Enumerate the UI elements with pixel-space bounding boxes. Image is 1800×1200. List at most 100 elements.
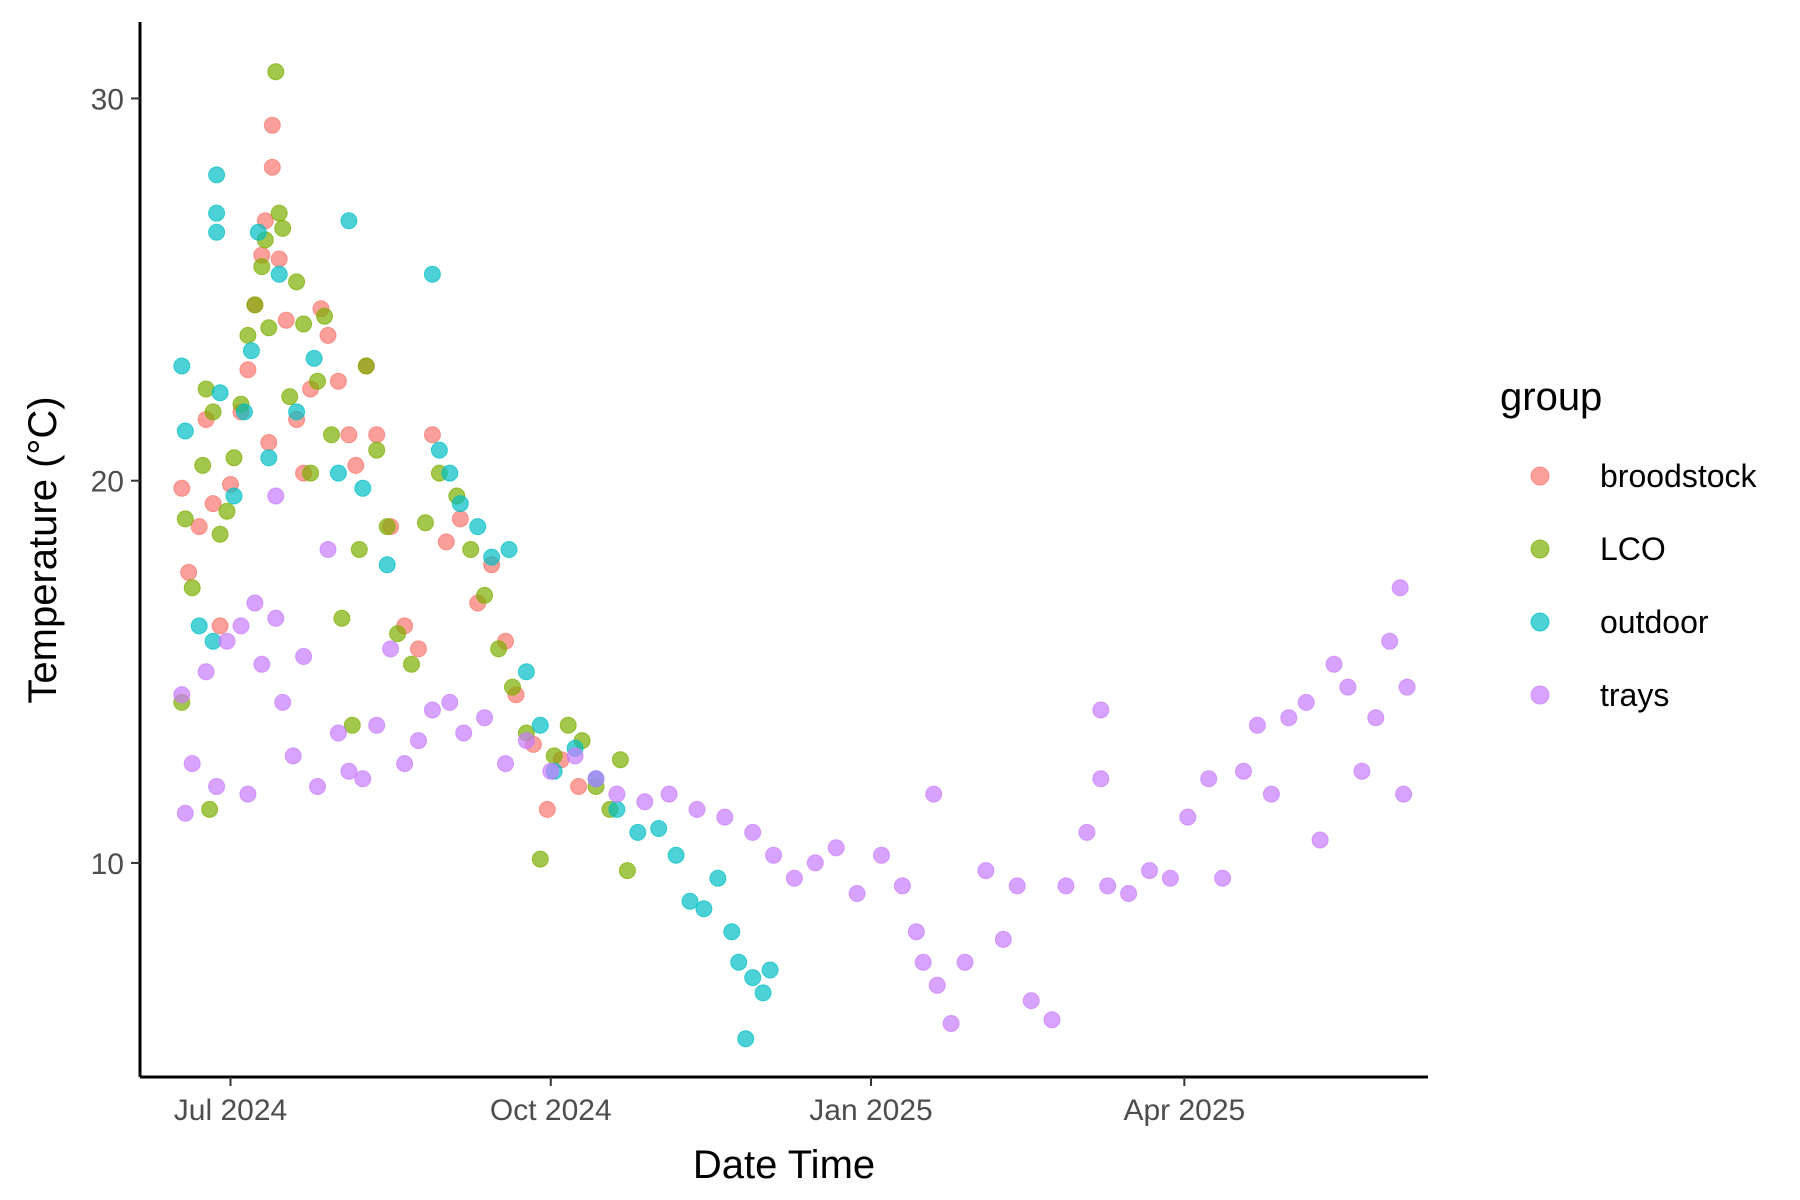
point-lco-19 — [281, 388, 299, 406]
point-lco-1 — [176, 510, 194, 528]
point-broodstock-40 — [570, 778, 588, 795]
series-lco — [173, 63, 636, 880]
point-broodstock-0 — [173, 479, 191, 497]
point-trays-62 — [1120, 885, 1138, 902]
legend-label-broodstock: broodstock — [1600, 458, 1758, 494]
point-trays-8 — [246, 594, 264, 612]
point-lco-12 — [246, 296, 264, 314]
point-broodstock-5 — [211, 617, 229, 635]
point-broodstock-2 — [190, 518, 208, 536]
point-broodstock-32 — [451, 510, 469, 528]
y-axis-ticks: 10 20 30 — [91, 83, 140, 881]
point-lco-4 — [197, 380, 215, 398]
point-trays-5 — [218, 632, 236, 650]
point-outdoor-13 — [270, 265, 288, 283]
point-trays-16 — [319, 541, 337, 558]
point-lco-13 — [253, 258, 271, 276]
point-outdoor-28 — [531, 716, 549, 734]
point-outdoor-19 — [378, 556, 396, 574]
point-lco-15 — [260, 319, 278, 337]
point-broodstock-8 — [239, 361, 257, 379]
point-trays-33 — [608, 785, 626, 803]
point-outdoor-7 — [211, 384, 229, 402]
legend: group broodstock LCO outdoor trays — [1500, 375, 1758, 713]
point-trays-55 — [1022, 992, 1040, 1010]
point-outdoor-23 — [451, 495, 469, 513]
point-outdoor-26 — [500, 541, 518, 558]
point-lco-24 — [316, 307, 333, 325]
point-lco-8 — [218, 502, 236, 520]
point-outdoor-24 — [469, 518, 487, 536]
point-broodstock-30 — [423, 426, 441, 444]
point-trays-78 — [1381, 632, 1399, 650]
point-outdoor-11 — [249, 223, 267, 241]
point-trays-37 — [716, 808, 734, 826]
point-outdoor-43 — [754, 984, 772, 1002]
point-lco-33 — [403, 655, 420, 673]
point-trays-65 — [1179, 808, 1197, 826]
point-broodstock-14 — [263, 158, 281, 176]
point-trays-11 — [267, 609, 285, 627]
point-outdoor-8 — [225, 487, 243, 505]
point-outdoor-5 — [208, 204, 226, 222]
plot-area — [173, 63, 1416, 1048]
x-tick-label-2: Jan 2025 — [809, 1094, 932, 1127]
point-trays-75 — [1339, 678, 1357, 696]
point-trays-81 — [1398, 678, 1416, 696]
point-trays-38 — [744, 823, 762, 841]
point-broodstock-16 — [277, 311, 295, 329]
point-lco-27 — [343, 716, 361, 734]
point-trays-31 — [566, 747, 584, 765]
y-tick-label-1: 20 — [91, 466, 124, 499]
point-lco-17 — [270, 204, 288, 222]
point-trays-10 — [267, 487, 285, 505]
point-trays-1 — [176, 804, 194, 822]
point-lco-40 — [504, 678, 521, 696]
point-trays-9 — [253, 655, 271, 673]
point-trays-56 — [1043, 1011, 1061, 1029]
point-lco-29 — [357, 357, 375, 375]
point-lco-7 — [211, 525, 229, 543]
point-outdoor-6 — [208, 223, 226, 241]
point-lco-38 — [476, 586, 494, 604]
point-trays-77 — [1367, 709, 1385, 727]
point-lco-23 — [309, 372, 326, 390]
point-trays-71 — [1280, 709, 1298, 727]
point-outdoor-34 — [650, 820, 668, 837]
point-lco-11 — [239, 326, 257, 344]
point-trays-36 — [688, 800, 706, 818]
point-trays-15 — [309, 778, 326, 795]
point-lco-49 — [618, 862, 636, 880]
x-tick-label-3: Apr 2025 — [1123, 1094, 1245, 1127]
point-trays-41 — [806, 854, 824, 872]
point-broodstock-15 — [270, 250, 288, 268]
point-trays-67 — [1214, 869, 1232, 887]
point-trays-34 — [636, 793, 654, 811]
point-outdoor-44 — [761, 961, 779, 979]
x-tick-label-0: Jul 2024 — [174, 1094, 287, 1127]
point-lco-3 — [194, 456, 212, 474]
point-outdoor-39 — [723, 923, 741, 941]
point-outdoor-27 — [517, 663, 535, 681]
point-trays-0 — [173, 686, 191, 704]
point-trays-20 — [368, 716, 386, 734]
point-outdoor-17 — [340, 212, 358, 230]
point-lco-20 — [288, 273, 306, 291]
point-outdoor-38 — [709, 869, 727, 887]
point-lco-37 — [462, 541, 480, 558]
point-outdoor-36 — [681, 892, 699, 910]
point-broodstock-29 — [410, 640, 427, 658]
point-trays-72 — [1297, 693, 1315, 711]
legend-key-broodstock — [1530, 466, 1550, 486]
point-trays-13 — [284, 747, 302, 765]
point-trays-42 — [827, 839, 845, 857]
point-broodstock-12 — [260, 434, 278, 451]
point-broodstock-23 — [340, 426, 358, 444]
point-outdoor-2 — [190, 617, 208, 635]
point-trays-79 — [1391, 579, 1409, 597]
point-lco-32 — [389, 625, 407, 643]
point-trays-51 — [956, 953, 974, 971]
point-trays-32 — [587, 770, 605, 788]
point-outdoor-40 — [730, 953, 748, 971]
point-lco-6 — [204, 403, 222, 421]
